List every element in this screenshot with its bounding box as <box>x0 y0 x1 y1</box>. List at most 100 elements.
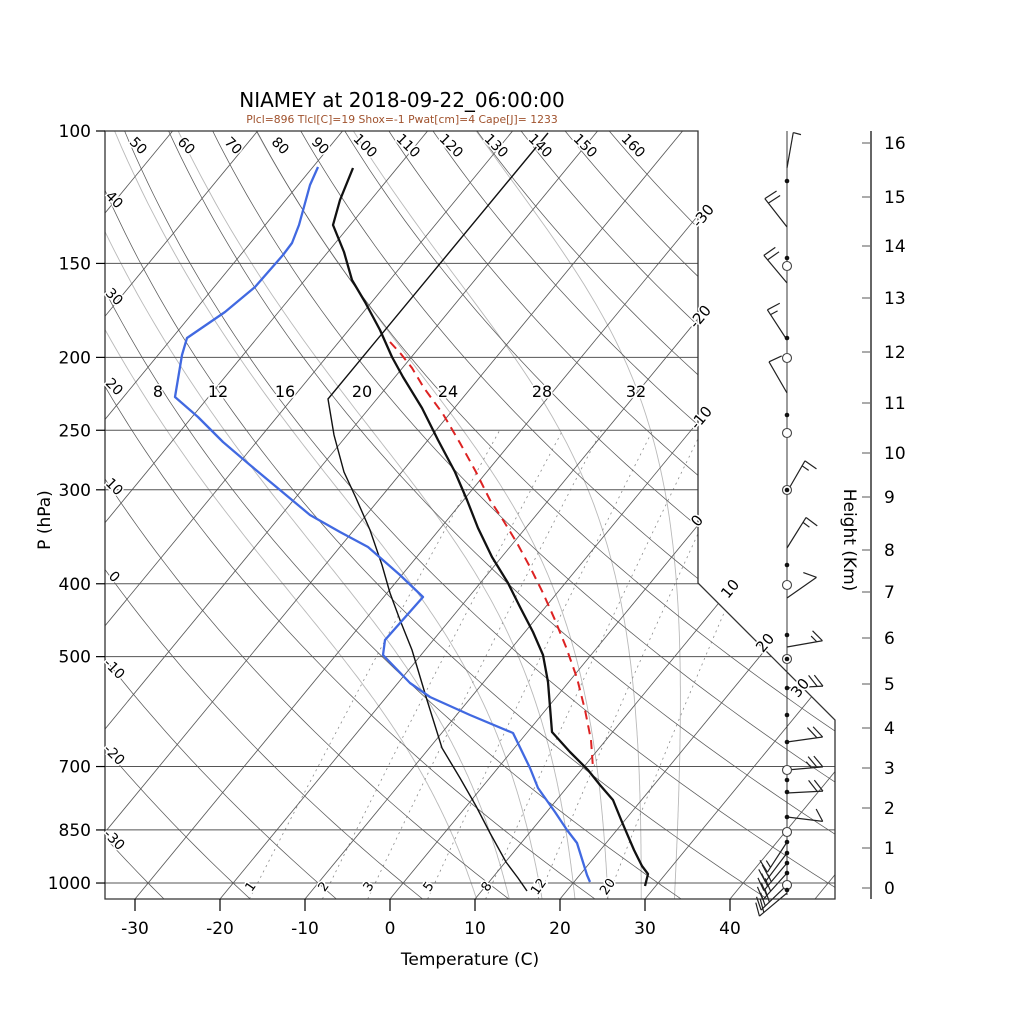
moist-adiabat-label: 28 <box>532 382 552 401</box>
svg-text:12: 12 <box>884 343 906 363</box>
level-dot <box>784 887 790 893</box>
aux-profile-curve <box>327 132 549 892</box>
svg-text:2: 2 <box>884 799 895 819</box>
level-dot <box>784 255 790 261</box>
svg-text:400: 400 <box>59 575 91 595</box>
svg-text:150: 150 <box>59 254 91 274</box>
wind-barb-column <box>755 131 824 917</box>
svg-text:250: 250 <box>59 421 91 441</box>
mixing-ratio-label: 1 <box>243 879 260 894</box>
level-dot <box>784 178 790 184</box>
svg-text:-20: -20 <box>206 919 234 939</box>
level-dot <box>784 839 790 845</box>
isotherm-label: -10 <box>686 403 716 433</box>
level-dot <box>784 777 790 783</box>
moist-adiabat-lines <box>105 131 681 899</box>
mixing-ratio-label: 3 <box>361 879 378 894</box>
moist-adiabat-label: 16 <box>275 382 295 401</box>
height-axis-label: Height (Km) <box>839 488 859 592</box>
plot-frame <box>104 130 836 900</box>
svg-text:14: 14 <box>884 237 906 257</box>
moist-adiabat-label: 32 <box>626 382 646 401</box>
isotherm-label: 10 <box>717 576 743 602</box>
level-dot <box>784 712 790 718</box>
level-dot <box>784 870 790 876</box>
pressure-axis-label: P (hPa) <box>35 490 55 550</box>
svg-text:300: 300 <box>59 481 91 501</box>
svg-text:9: 9 <box>884 488 895 508</box>
svg-text:10: 10 <box>464 919 486 939</box>
isotherm-label: -30 <box>688 201 718 231</box>
station-circle <box>781 352 793 364</box>
dry-adiabat-label: 150 <box>570 131 600 161</box>
level-dot <box>784 412 790 418</box>
dewpoint-curve <box>173 166 592 883</box>
level-dot <box>784 860 790 866</box>
level-dot <box>784 850 790 856</box>
svg-text:7: 7 <box>884 583 895 603</box>
dry-adiabat-label: 50 <box>126 134 150 158</box>
dry-adiabat-label: 100 <box>350 131 380 161</box>
pressure-grid-lines <box>105 262 835 884</box>
level-dot <box>784 685 790 691</box>
svg-text:11: 11 <box>884 394 906 414</box>
svg-text:1: 1 <box>884 839 895 859</box>
axis-ticks <box>96 130 872 911</box>
level-dot <box>784 739 790 745</box>
svg-text:4: 4 <box>884 719 895 739</box>
dry-adiabat-label: 90 <box>308 134 332 158</box>
station-circle <box>781 764 793 776</box>
dry-adiabat-label: 130 <box>481 131 511 161</box>
dry-adiabat-label: -30 <box>100 826 127 853</box>
svg-text:100: 100 <box>59 122 91 142</box>
svg-text:3: 3 <box>884 759 895 779</box>
svg-text:0: 0 <box>884 879 895 899</box>
dry-adiabat-label: 60 <box>174 134 198 158</box>
moist-adiabat-label: 8 <box>153 382 163 401</box>
station-circle <box>781 427 793 439</box>
isotherm-label: 0 <box>687 511 707 530</box>
svg-text:850: 850 <box>59 821 91 841</box>
mixing-ratio-label: 2 <box>316 879 333 894</box>
sounding-profiles <box>173 132 650 892</box>
svg-text:8: 8 <box>884 541 895 561</box>
dry-adiabat-label: 120 <box>436 131 466 161</box>
x-axis-label: Temperature (C) <box>400 950 540 970</box>
isotherm-label: 20 <box>752 630 778 656</box>
svg-text:500: 500 <box>59 648 91 668</box>
axis-tick-labels: -30 -20 -10 0 10 20 30 401001502002503004005007… <box>48 122 906 939</box>
level-dot <box>784 814 790 820</box>
svg-text:700: 700 <box>59 758 91 778</box>
svg-text:13: 13 <box>884 289 906 309</box>
moist-adiabat-label: 12 <box>208 382 228 401</box>
level-dot <box>784 335 790 341</box>
isotherm-label: -20 <box>685 302 715 332</box>
dry-adiabat-label: 80 <box>268 134 292 158</box>
station-circle <box>781 260 793 272</box>
svg-text:-30: -30 <box>121 919 149 939</box>
sounding-indices-line: Plcl=896 Tlcl[C]=19 Shox=-1 Pwat[cm]=4 C… <box>246 113 558 126</box>
page-title: NIAMEY at 2018-09-22_06:00:00 <box>239 88 565 112</box>
level-dot <box>784 789 790 795</box>
mixing-ratio-label: 20 <box>597 876 619 898</box>
svg-text:6: 6 <box>884 629 895 649</box>
svg-text:5: 5 <box>884 675 895 695</box>
svg-text:20: 20 <box>549 919 571 939</box>
station-circle <box>781 826 793 838</box>
svg-text:200: 200 <box>59 348 91 368</box>
dry-adiabat-label: -10 <box>100 655 127 682</box>
moist-adiabat-label: 20 <box>352 382 372 401</box>
level-dot <box>784 562 790 568</box>
parcel-ascent-curve <box>389 341 594 769</box>
svg-text:10: 10 <box>884 444 906 464</box>
isotherm-label: 30 <box>787 675 813 701</box>
svg-text:0: 0 <box>385 919 396 939</box>
mixing-ratio-label: 12 <box>528 876 550 898</box>
svg-text:-10: -10 <box>291 919 319 939</box>
svg-text:15: 15 <box>884 188 906 208</box>
dry-adiabat-label: -20 <box>100 741 127 768</box>
svg-text:1000: 1000 <box>48 874 91 894</box>
level-dot <box>784 632 790 638</box>
